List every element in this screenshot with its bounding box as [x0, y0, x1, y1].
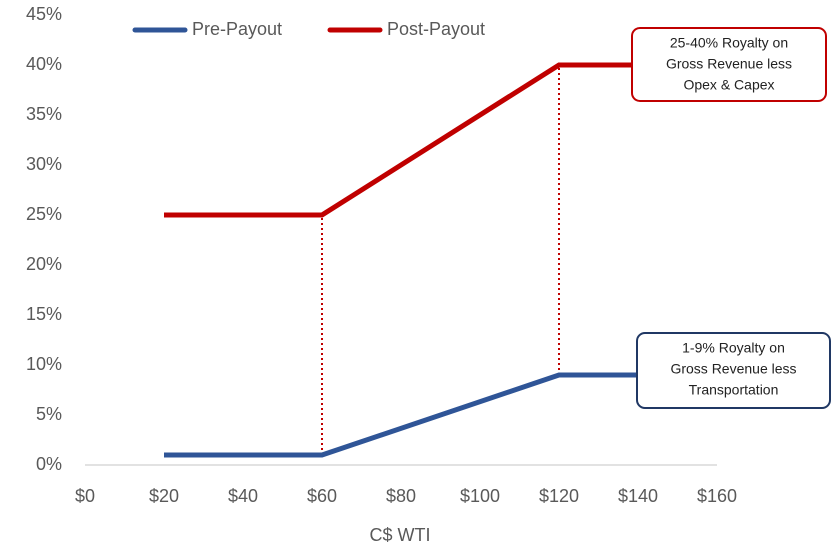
annotation-text: Gross Revenue less: [670, 361, 796, 377]
y-tick-label: 20%: [26, 254, 62, 274]
y-tick-label: 45%: [26, 4, 62, 24]
y-tick-label: 0%: [36, 454, 62, 474]
annotation-text: Transportation: [689, 382, 779, 398]
x-tick-label: $140: [618, 486, 658, 506]
x-tick-label: $160: [697, 486, 737, 506]
series-line: [164, 62, 638, 218]
series-line: [164, 372, 638, 458]
y-tick-label: 5%: [36, 404, 62, 424]
y-tick-label: 10%: [26, 354, 62, 374]
annotation-text: Opex & Capex: [683, 77, 774, 93]
annotation-text: Gross Revenue less: [666, 56, 792, 72]
x-tick-label: $120: [539, 486, 579, 506]
y-tick-label: 15%: [26, 304, 62, 324]
x-tick-label: $40: [228, 486, 258, 506]
y-tick-label: 40%: [26, 54, 62, 74]
x-axis-label: C$ WTI: [370, 525, 431, 545]
annotation-text: 1-9% Royalty on: [682, 340, 785, 356]
legend-label: Post-Payout: [387, 19, 485, 39]
x-tick-label: $60: [307, 486, 337, 506]
annotation-box: [631, 27, 827, 102]
x-tick-label: $0: [75, 486, 95, 506]
y-tick-label: 30%: [26, 154, 62, 174]
annotation-box: [636, 332, 831, 409]
y-tick-label: 25%: [26, 204, 62, 224]
x-tick-label: $100: [460, 486, 500, 506]
x-tick-label: $80: [386, 486, 416, 506]
x-tick-label: $20: [149, 486, 179, 506]
legend-label: Pre-Payout: [192, 19, 282, 39]
y-tick-label: 35%: [26, 104, 62, 124]
annotation-text: 25-40% Royalty on: [670, 35, 788, 51]
